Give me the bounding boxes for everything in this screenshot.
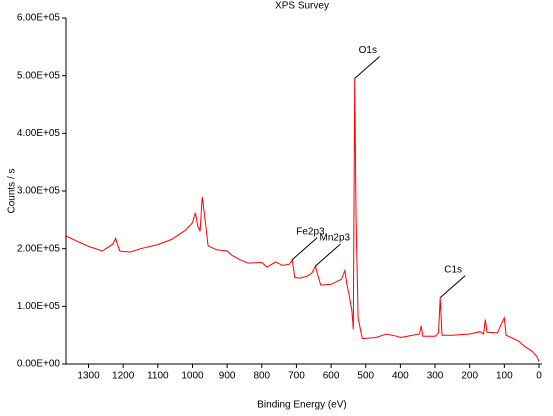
x-tick-label: 0: [536, 371, 542, 382]
x-tick-label: 200: [461, 371, 478, 382]
x-tick-label: 400: [392, 371, 409, 382]
annotation-label: O1s: [359, 45, 377, 56]
x-tick-label: 800: [253, 371, 270, 382]
x-tick-label: 1200: [112, 371, 135, 382]
annotation-label: Fe2p3: [296, 226, 325, 237]
x-axis-label: Binding Energy (eV): [257, 400, 347, 411]
y-tick-label: 2.00E+05: [17, 243, 61, 254]
y-tick-label: 4.00E+05: [17, 128, 61, 139]
x-tick-label: 1300: [77, 371, 100, 382]
y-tick-label: 0.00E+00: [17, 359, 61, 370]
x-tick-label: 300: [427, 371, 444, 382]
x-tick-label: 1000: [181, 371, 204, 382]
x-tick-label: 600: [323, 371, 340, 382]
y-tick-label: 6.00E+05: [17, 13, 61, 24]
annotation-leader: [291, 237, 318, 260]
x-tick-label: 1100: [147, 371, 169, 382]
annotation-leader: [439, 275, 466, 299]
y-tick-label: 5.00E+05: [17, 70, 61, 81]
x-tick-label: 500: [357, 371, 374, 382]
spectrum-line: [65, 78, 540, 362]
annotation-label: C1s: [444, 264, 462, 275]
y-axis-label: Counts / s: [7, 168, 18, 213]
x-tick-label: 900: [219, 371, 236, 382]
y-tick-label: 1.00E+05: [17, 301, 61, 312]
y-tick-label: 3.00E+05: [17, 186, 61, 197]
annotation-leader: [315, 243, 341, 267]
x-tick-label: 700: [288, 371, 305, 382]
x-tick-label: 100: [496, 371, 513, 382]
annotation-leader: [354, 56, 380, 79]
annotation-label: Mn2p3: [319, 233, 350, 244]
chart-title: XPS Survey: [275, 1, 329, 12]
